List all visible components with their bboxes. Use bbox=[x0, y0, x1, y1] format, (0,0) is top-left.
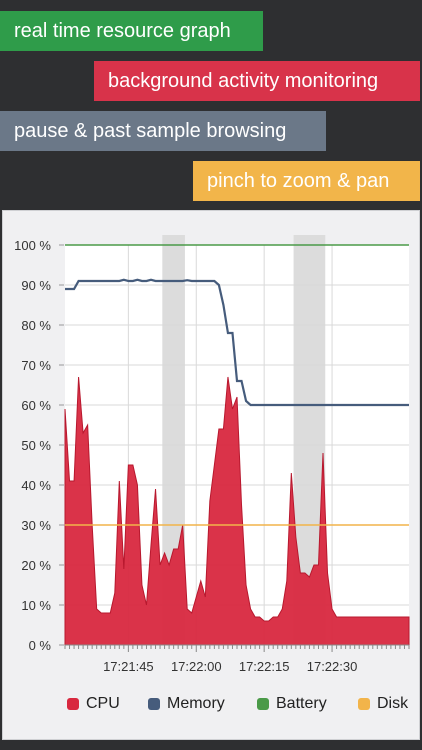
y-tick-label: 80 % bbox=[21, 318, 51, 333]
x-tick-label: 17:22:15 bbox=[239, 659, 290, 674]
y-tick-label: 50 % bbox=[21, 438, 51, 453]
y-tick-label: 100 % bbox=[14, 238, 51, 253]
chart-legend: CPU Memory Battery Disk bbox=[3, 695, 419, 721]
y-tick-label: 0 % bbox=[29, 638, 52, 653]
legend-item-cpu: CPU bbox=[67, 695, 120, 713]
y-tick-label: 60 % bbox=[21, 398, 51, 413]
legend-swatch-memory bbox=[148, 698, 160, 710]
legend-swatch-battery bbox=[257, 698, 269, 710]
legend-label-cpu: CPU bbox=[86, 695, 120, 712]
feature-banner-pinch-label: pinch to zoom & pan bbox=[207, 170, 390, 192]
legend-swatch-disk bbox=[358, 698, 370, 710]
legend-item-battery: Battery bbox=[257, 695, 327, 713]
x-tick-label: 17:21:45 bbox=[103, 659, 154, 674]
x-tick-label: 17:22:00 bbox=[171, 659, 222, 674]
legend-swatch-cpu bbox=[67, 698, 79, 710]
legend-item-disk: Disk bbox=[358, 695, 408, 713]
y-tick-label: 20 % bbox=[21, 558, 51, 573]
feature-banner-background: background activity monitoring bbox=[94, 61, 420, 101]
feature-banner-pause: pause & past sample browsing bbox=[0, 111, 326, 151]
feature-banner-background-label: background activity monitoring bbox=[108, 70, 379, 92]
cpu-series-area bbox=[64, 376, 410, 646]
y-tick-label: 40 % bbox=[21, 478, 51, 493]
resource-graph-panel[interactable]: 0 % 10 % 20 % 30 % 40 % 50 % 60 % 70 % 80 % 90 % 1… bbox=[2, 210, 420, 740]
feature-banner-realtime: real time resource graph bbox=[0, 11, 263, 51]
feature-banner-pinch: pinch to zoom & pan bbox=[193, 161, 420, 201]
feature-banner-realtime-label: real time resource graph bbox=[14, 20, 231, 42]
y-tick-label: 90 % bbox=[21, 278, 51, 293]
legend-item-memory: Memory bbox=[148, 695, 225, 713]
memory-series-line bbox=[65, 278, 409, 407]
y-tick-label: 30 % bbox=[21, 518, 51, 533]
legend-label-battery: Battery bbox=[276, 695, 327, 712]
y-tick-label: 10 % bbox=[21, 598, 51, 613]
y-tick-label: 70 % bbox=[21, 358, 51, 373]
legend-label-disk: Disk bbox=[377, 695, 409, 712]
resource-graph[interactable]: 0 % 10 % 20 % 30 % 40 % 50 % 60 % 70 % 80 % 90 % 1… bbox=[3, 211, 419, 691]
x-tick-label: 17:22:30 bbox=[307, 659, 358, 674]
feature-banner-pause-label: pause & past sample browsing bbox=[14, 120, 287, 142]
legend-label-memory: Memory bbox=[167, 695, 225, 712]
